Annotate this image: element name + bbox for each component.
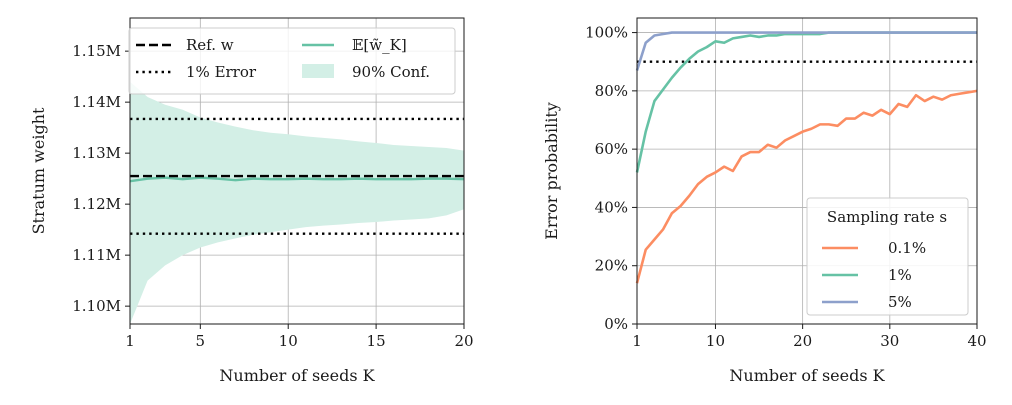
- legend: Ref. w 1% Error 𝔼[w̃_K] 90% Conf.: [128, 27, 456, 95]
- legend-label: 5%: [888, 293, 912, 311]
- y-tick-label: 1.12M: [72, 195, 121, 213]
- y-tick-label: 60%: [595, 140, 628, 158]
- legend-items: 0.1% 1% 5%: [822, 239, 926, 311]
- legend: Sampling rate s 0.1% 1% 5%: [806, 197, 969, 316]
- series-lines: [635, 31, 978, 284]
- x-tick-label: 1: [632, 332, 642, 350]
- x-tick-label: 1: [125, 332, 135, 350]
- y-tick-label: 20%: [595, 257, 628, 275]
- x-tick-label: 10: [279, 332, 298, 350]
- axis-ticks: 1 10 20 30 40 0% 20% 40% 60% 80% 100%: [585, 24, 986, 350]
- x-tick-label: 15: [367, 332, 386, 350]
- x-tick-label: 10: [706, 332, 725, 350]
- y-axis-label: Error probability: [542, 102, 561, 240]
- y-tick-label: 80%: [595, 82, 628, 100]
- plot-frame: [129, 17, 465, 325]
- series-line-5%: [635, 31, 977, 71]
- x-tick-label: 5: [196, 332, 206, 350]
- x-axis-label: Number of seeds K: [219, 366, 375, 385]
- series-line-1%: [635, 31, 977, 173]
- y-tick-label: 1.14M: [72, 93, 121, 111]
- series-line-0.1%: [635, 89, 978, 284]
- error-probability-chart: 1 10 20 30 40 0% 20% 40% 60% 80% 100% Sampling rat…: [542, 17, 987, 385]
- mean-line: [129, 176, 465, 183]
- legend-label: 0.1%: [888, 239, 926, 257]
- legend-box: [128, 27, 456, 95]
- x-tick-label: 20: [793, 332, 812, 350]
- x-tick-label: 30: [880, 332, 899, 350]
- legend-mean-label: 𝔼[w̃_K]: [352, 36, 407, 54]
- legend-error-label: 1% Error: [186, 63, 257, 81]
- legend-conf-swatch: [302, 64, 334, 78]
- legend-title: Sampling rate s: [827, 208, 947, 226]
- x-tick-label: 40: [967, 332, 986, 350]
- legend-label: 1%: [888, 266, 912, 284]
- plot-frame: [636, 17, 978, 325]
- legend-box: [806, 197, 969, 316]
- x-tick-label: 20: [454, 332, 473, 350]
- y-tick-label: 100%: [585, 24, 628, 42]
- confidence-band: [130, 81, 464, 324]
- y-tick-label: 0%: [604, 315, 628, 333]
- y-axis-label: Stratum weight: [29, 107, 48, 234]
- y-tick-label: 1.10M: [72, 297, 121, 315]
- legend-ref-label: Ref. w: [186, 36, 234, 54]
- y-tick-label: 1.13M: [72, 144, 121, 162]
- legend-conf-label: 90% Conf.: [352, 63, 430, 81]
- x-axis-label: Number of seeds K: [729, 366, 885, 385]
- y-tick-label: 40%: [595, 198, 628, 216]
- y-tick-label: 1.11M: [72, 246, 121, 264]
- y-tick-label: 1.15M: [72, 42, 121, 60]
